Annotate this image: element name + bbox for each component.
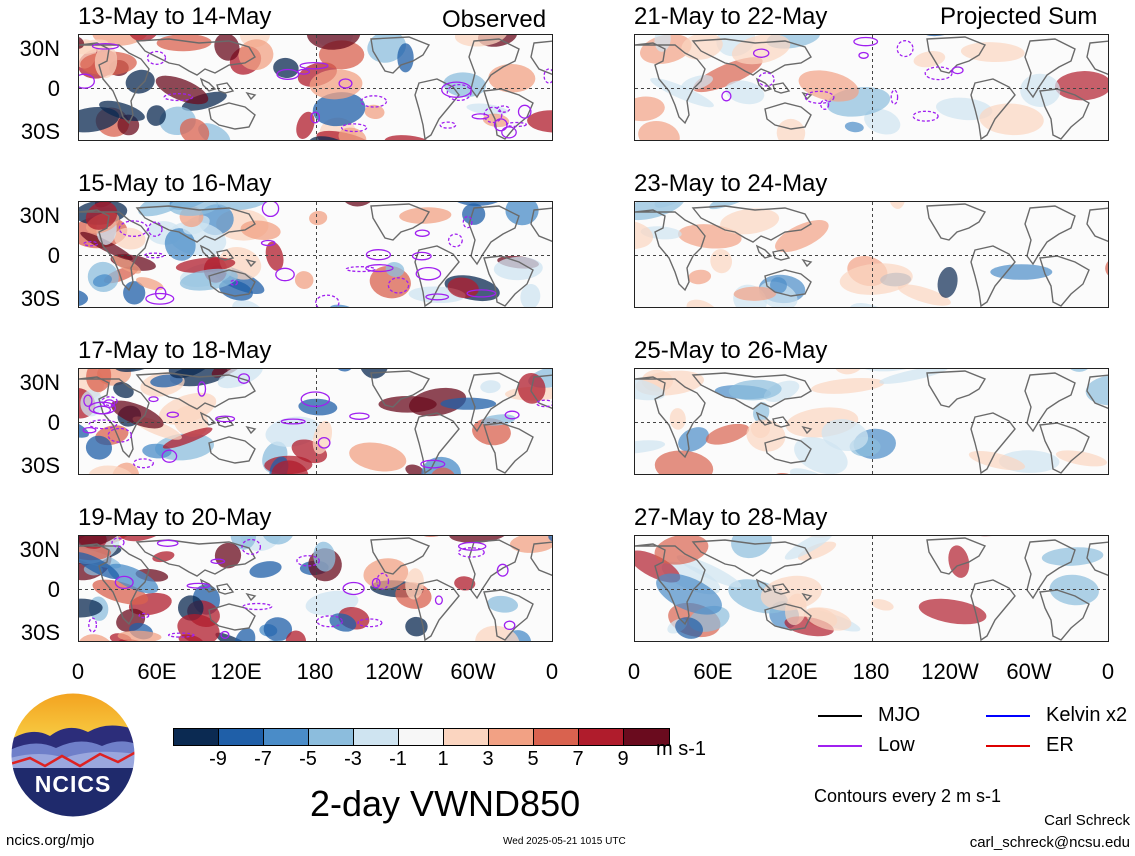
lon-label: 180 [296,659,334,684]
vwnd-anomaly-map [635,369,1108,474]
panel-title-left-4: 19-May to 20-May [78,504,272,531]
lat-label-30n: 30N [19,370,60,395]
colorbar-tick-label: 7 [572,748,584,770]
lon-label: 0 [1101,659,1115,684]
map-panel-projected-2 [634,201,1109,308]
legend-label-mjo: MJO [878,704,921,726]
panel-title-right-1: 21-May to 22-May [634,3,828,30]
panel-label-projected: Projected Sum [940,3,1098,30]
lon-label: 0 [545,659,559,684]
colorbar-tick-label: 5 [527,748,539,770]
lat-label-30s: 30S [20,620,60,645]
vwnd-anomaly-map [79,202,552,307]
colorbar-tick-label: -3 [344,748,362,770]
colorbar-tick-label: 3 [482,748,494,770]
footer-author: Carl Schreck [1044,812,1130,829]
panel-title-left-2: 15-May to 16-May [78,170,272,197]
footer-email[interactable]: carl_schreck@ncsu.edu [969,834,1130,851]
colorbar-swatch [624,729,669,745]
lon-label: 60W [1006,659,1052,684]
map-panel-projected-3 [634,368,1109,475]
lat-label-30s: 30S [20,119,60,144]
lat-label-eq: 0 [47,577,60,602]
map-panel-observed-1 [78,34,553,141]
colorbar-swatch [219,729,264,745]
lon-label: 120W [365,659,423,684]
vwnd-anomaly-map [635,536,1108,641]
ncics-logo: NCICS [10,692,136,818]
lon-label: 60W [450,659,496,684]
colorbar-swatch [174,729,219,745]
lon-label: 180 [852,659,890,684]
lon-label: 120E [210,659,262,684]
lon-label: 0 [627,659,641,684]
vwnd-anomaly-map [635,35,1108,140]
lat-label-30s: 30S [20,286,60,311]
legend-swatch-mjo [818,715,862,717]
lat-label-30n: 30N [19,537,60,562]
colorbar-tick-label: -1 [389,748,407,770]
colorbar-tick-label: -5 [299,748,317,770]
vwnd-anomaly-map [79,35,552,140]
contour-note: Contours every 2 m s-1 [814,786,1002,806]
panel-title-right-2: 23-May to 24-May [634,170,828,197]
vwnd-anomaly-map [635,202,1108,307]
footer-timestamp: Wed 2025-05-21 1015 UTC [503,836,626,847]
colorbar-swatch [444,729,489,745]
lat-label-eq: 0 [47,243,60,268]
panel-label-observed: Observed [442,6,547,33]
colorbar-swatch [309,729,354,745]
map-panel-observed-2 [78,201,553,308]
colorbar-swatch [264,729,309,745]
panel-title-left-3: 17-May to 18-May [78,337,272,364]
vwnd-anomaly-map [79,369,552,474]
footer-site-link[interactable]: ncics.org/mjo [6,832,95,849]
legend-label-kelvin: Kelvin x2 [1046,704,1128,726]
chart-title: 2-day VWND850 [310,783,581,824]
panel-title-right-4: 27-May to 28-May [634,504,828,531]
lat-label-30n: 30N [19,36,60,61]
colorbar-units: m s-1 [656,738,706,760]
panel-title-right-3: 25-May to 26-May [634,337,828,364]
colorbar-tick-label: 1 [437,748,449,770]
lon-label: 60E [137,659,177,684]
lat-label-eq: 0 [47,410,60,435]
legend-swatch-low [818,745,862,747]
colorbar-swatch [579,729,624,745]
logo-text: NCICS [35,771,112,797]
map-panel-projected-4 [634,535,1109,642]
colorbar-swatch [534,729,579,745]
colorbar-swatch [399,729,444,745]
lat-label-30s: 30S [20,453,60,478]
map-panel-observed-3 [78,368,553,475]
lon-label: 0 [71,659,85,684]
lat-label-30n: 30N [19,203,60,228]
legend-label-er: ER [1046,734,1074,756]
map-panel-projected-1 [634,34,1109,141]
legend-swatch-kelvin [986,715,1030,717]
lon-label: 60E [693,659,733,684]
panel-title-left-1: 13-May to 14-May [78,3,272,30]
colorbar-swatch [489,729,534,745]
colorbar-swatch [354,729,399,745]
map-panel-observed-4 [78,535,553,642]
lat-label-eq: 0 [47,76,60,101]
colorbar-tick-label: 9 [617,748,629,770]
vwnd-anomaly-map [79,536,552,641]
colorbar-tick-label: -7 [254,748,272,770]
lon-label: 120E [766,659,818,684]
lon-label: 120W [921,659,979,684]
colorbar [173,728,670,746]
legend-label-low: Low [878,734,915,756]
legend-swatch-er [986,745,1030,747]
colorbar-tick-label: -9 [209,748,227,770]
